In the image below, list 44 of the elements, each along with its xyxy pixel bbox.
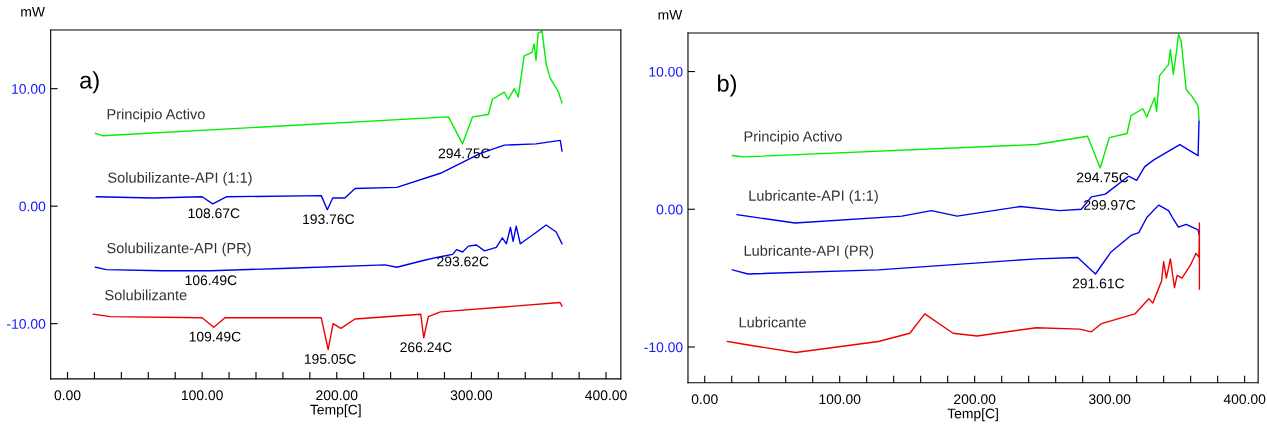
series-label: Lubricante-API (PR) [744,245,874,259]
annotation: 293.62C [437,256,489,267]
x-tick-label: 100.00 [181,390,223,401]
annotation: 299.97C [1084,200,1136,210]
text: b) [718,74,737,97]
x-tick-label: 400.00 [1223,394,1266,405]
x-axis-title: Temp[C] [310,404,361,418]
text: a) [80,71,99,94]
x-tick-label: 300.00 [450,390,493,401]
y-tick-label: -10.00 [7,319,46,329]
annotation: 291.61C [1072,278,1125,289]
series-label: Lubricante [739,316,806,328]
line-series [94,224,563,272]
x-tick-label: 100.00 [819,394,861,405]
annotation: 266.24C [400,342,452,353]
y-tick-label: 10.00 [649,66,683,77]
annotation: 109.49C [189,331,241,342]
annotation: 106.49C [185,275,237,286]
x-tick-label: 200.00 [316,390,358,401]
annotation: 108.67C [188,208,240,219]
x-tick-label: 400.00 [585,390,627,401]
x-tick-label: 200.00 [954,394,996,405]
y-axis-title: mW [21,7,45,17]
y-tick-label: 10.00 [12,84,46,94]
x-axis-title: Temp[C] [947,408,998,422]
annotation: 195.05C [304,354,356,364]
series-label: Lubricante-API (1:1) [749,190,878,204]
line-series [736,120,1200,224]
x-tick-label: 0.00 [54,390,81,401]
y-tick-label: 0.00 [19,201,46,212]
series-label: Solubilizante [105,289,187,301]
y-tick-label: -10.00 [644,342,683,353]
line-series [726,222,1201,354]
y-axis-title: mW [658,10,683,20]
x-tick-label: 0.00 [691,394,718,405]
series-label: Principio Activo [744,130,842,145]
line-series [92,301,563,351]
x-tick-label: 300.00 [1088,394,1131,405]
y-tick-label: 0.00 [656,204,683,215]
annotation: 193.76C [303,214,355,225]
series-label: Solubilizante-API (PR) [107,242,251,257]
annotation: 294.75C [1077,172,1129,183]
series-label: Solubilizante-API (1:1) [108,172,252,186]
series-label: Principio Activo [107,108,205,123]
